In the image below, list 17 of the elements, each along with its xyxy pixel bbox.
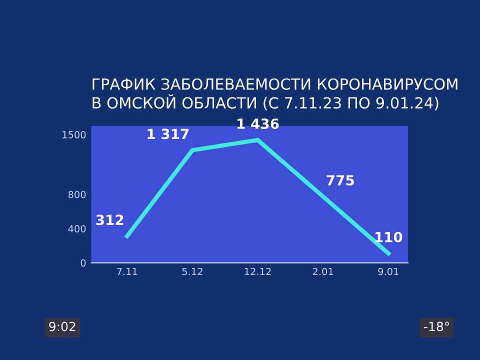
data-label: 1 317 (148, 128, 189, 140)
y-tick-label: 1500 (62, 131, 86, 138)
x-tick-label: 5.12 (182, 268, 202, 276)
x-tick-label: 9.01 (378, 268, 398, 276)
data-label: 775 (326, 175, 354, 186)
x-tick-label: 2.01 (312, 268, 334, 276)
data-label: 110 (375, 232, 402, 242)
data-label: 312 (96, 214, 124, 226)
x-tick-label: 7.11 (117, 268, 138, 276)
text: -18° (424, 322, 449, 332)
chart-title: ГРАФИК ЗАБОЛЕВАЕМОСТИ КОРОНАВИРУСОМ В ОМСКОЙ ОБЛАСТИ (С 7.11.23 ПО 9.01.24) (92, 78, 458, 110)
x-tick-label: 12.12 (244, 268, 271, 276)
data-label: 1 436 (238, 118, 279, 129)
y-tick-label: 400 (68, 225, 86, 232)
y-tick-label: 0 (80, 259, 86, 267)
y-tick-label: 800 (68, 190, 86, 198)
text: 9:02 (49, 322, 76, 332)
